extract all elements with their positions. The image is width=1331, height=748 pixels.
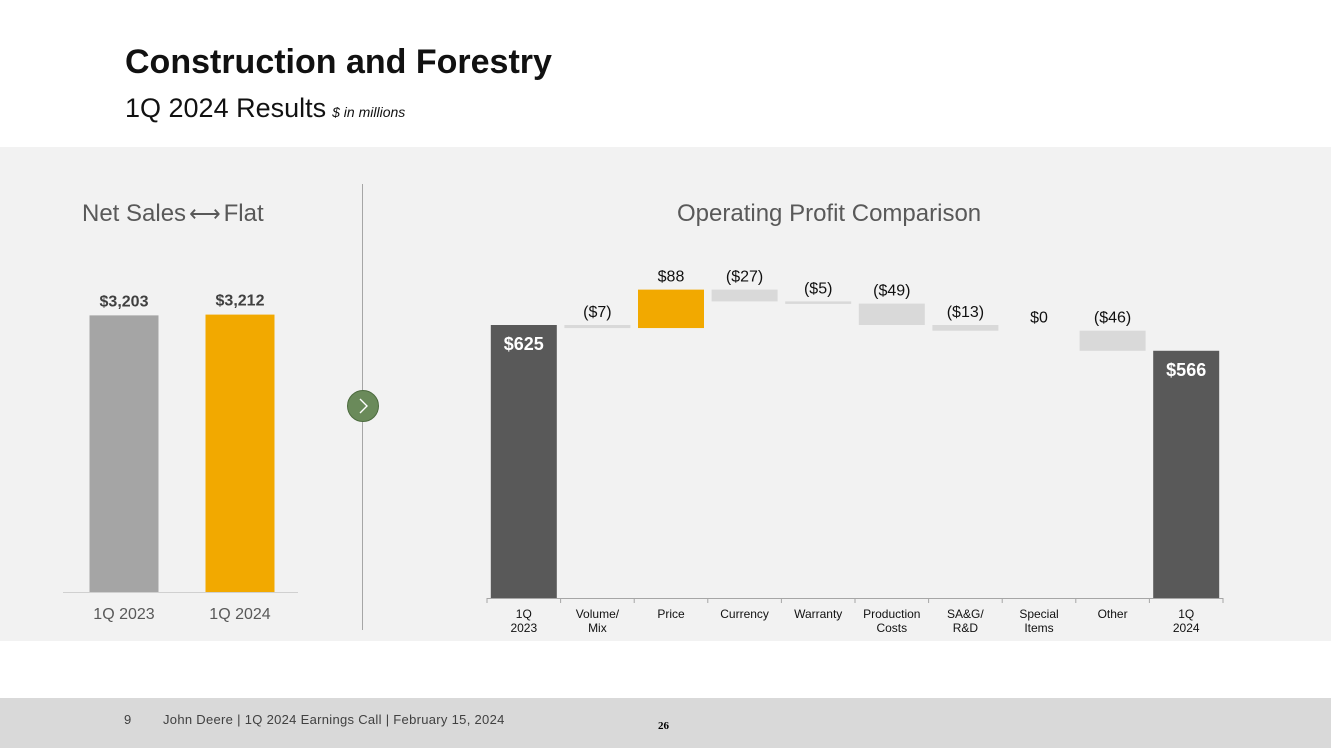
waterfall-category-label: Volume/ <box>576 607 620 621</box>
waterfall-value-label: $625 <box>504 334 544 354</box>
page-number: 9 <box>124 712 132 727</box>
net-sales-label: Net Sales <box>82 200 187 227</box>
waterfall-bar <box>785 301 852 304</box>
footer-bar: 9 John Deere | 1Q 2024 Earnings Call | F… <box>0 698 1331 748</box>
net-sales-bar <box>89 315 159 592</box>
waterfall-category-label: Other <box>1098 607 1128 621</box>
net-sales-category-label: 1Q 2023 <box>93 606 154 623</box>
chevron-right-icon <box>347 390 379 422</box>
operating-profit-chart: $6251Q2023($7)Volume/Mix$88Price($27)Cur… <box>486 269 1224 635</box>
net-sales-category-label: 1Q 2024 <box>209 606 270 623</box>
content-panel: Net Sales ⟷ Flat Operating Profit Comparis… <box>0 147 1331 641</box>
waterfall-category-label: 2024 <box>1173 621 1200 635</box>
waterfall-bar <box>1079 330 1146 351</box>
waterfall-value-label: $566 <box>1166 360 1206 380</box>
waterfall-category-label: Production <box>863 607 920 621</box>
waterfall-value-label: ($46) <box>1094 310 1131 327</box>
subtitle-text: 1Q 2024 Results <box>125 93 327 123</box>
net-sales-bar <box>205 314 275 592</box>
waterfall-category-label: 1Q <box>516 607 532 621</box>
operating-profit-title: Operating Profit Comparison <box>677 200 982 227</box>
waterfall-value-label: ($49) <box>873 283 910 300</box>
slide-subtitle: 1Q 2024 Results $ in millions <box>125 93 406 124</box>
waterfall-value-label: ($27) <box>726 269 763 286</box>
net-sales-value-label: $3,203 <box>100 293 149 310</box>
net-sales-title: Net Sales ⟷ Flat <box>82 200 264 228</box>
waterfall-bar <box>858 303 925 325</box>
waterfall-value-label: ($13) <box>947 304 984 321</box>
waterfall-bar <box>1153 350 1220 598</box>
waterfall-category-label: R&D <box>953 621 979 635</box>
waterfall-bar <box>932 325 999 331</box>
waterfall-bar <box>638 289 704 329</box>
units-note: $ in millions <box>332 104 406 120</box>
waterfall-value-label: $0 <box>1030 310 1048 327</box>
slide-title: Construction and Forestry <box>125 43 552 81</box>
slide-number: 26 <box>658 720 669 732</box>
waterfall-category-label: Price <box>657 607 685 621</box>
waterfall-bar <box>711 289 778 302</box>
waterfall-category-label: Currency <box>720 607 769 621</box>
waterfall-category-label: Items <box>1024 621 1053 635</box>
left-right-arrow-icon: ⟷ <box>189 201 221 226</box>
waterfall-category-label: Costs <box>876 621 907 635</box>
waterfall-value-label: ($7) <box>583 304 611 321</box>
net-sales-change: Flat <box>223 200 264 227</box>
waterfall-category-label: 2023 <box>510 621 537 635</box>
net-sales-chart: $3,203 1Q 2023 $3,212 1Q 2024 <box>63 293 298 623</box>
waterfall-bar <box>490 325 557 598</box>
waterfall-category-label: 1Q <box>1178 607 1194 621</box>
waterfall-category-label: Warranty <box>794 607 842 621</box>
waterfall-category-label: SA&G/ <box>947 607 984 621</box>
waterfall-value-label: $88 <box>658 269 685 286</box>
footer-text: John Deere | 1Q 2024 Earnings Call | Feb… <box>163 712 505 727</box>
waterfall-value-label: ($5) <box>804 280 832 297</box>
waterfall-bar <box>564 325 631 329</box>
waterfall-category-label: Special <box>1019 607 1058 621</box>
net-sales-value-label: $3,212 <box>216 293 265 310</box>
waterfall-category-label: Mix <box>588 621 607 635</box>
